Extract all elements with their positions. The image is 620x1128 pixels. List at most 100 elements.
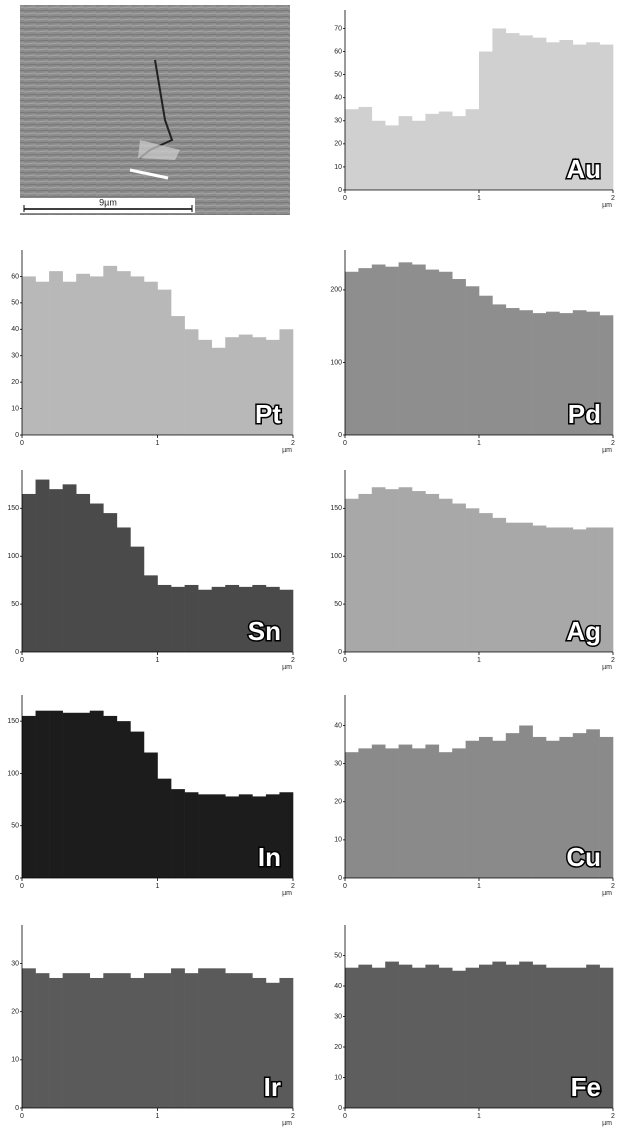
x-tick-label: 1 bbox=[477, 1113, 481, 1120]
y-tick-label: 150 bbox=[7, 505, 19, 512]
x-tick-label: 2 bbox=[291, 657, 295, 664]
bar bbox=[184, 973, 199, 1108]
bar bbox=[76, 273, 91, 435]
y-tick-label: 150 bbox=[330, 505, 342, 512]
x-tick-label: 2 bbox=[291, 1113, 295, 1120]
y-tick-label: 30 bbox=[334, 118, 342, 125]
bar bbox=[211, 347, 226, 435]
bar bbox=[279, 589, 294, 652]
bar bbox=[398, 744, 413, 878]
bar bbox=[358, 106, 373, 190]
y-tick-label: 200 bbox=[330, 287, 342, 294]
bar bbox=[599, 736, 614, 878]
y-tick-label: 30 bbox=[11, 960, 19, 967]
chart: 0 10 20 30 40 50 0 1 2µm Fe bbox=[334, 925, 615, 1127]
bar bbox=[559, 736, 574, 878]
bar bbox=[519, 310, 533, 435]
y-tick-label: 50 bbox=[11, 601, 19, 608]
bar bbox=[49, 271, 63, 435]
bar bbox=[599, 527, 614, 652]
bar bbox=[225, 584, 240, 652]
bar bbox=[519, 725, 533, 878]
bar bbox=[572, 44, 587, 190]
x-tick-label: 1 bbox=[477, 195, 481, 202]
bar bbox=[22, 276, 36, 435]
element-label: Cu bbox=[566, 842, 601, 872]
y-tick-label: 100 bbox=[7, 553, 19, 560]
sem-feature bbox=[138, 140, 180, 160]
y-tick-label: 50 bbox=[11, 823, 19, 830]
scale-bar-label: 9µm bbox=[99, 197, 117, 207]
bar bbox=[586, 42, 600, 190]
x-axis-label: µm bbox=[602, 1120, 612, 1127]
y-tick-label: 0 bbox=[338, 649, 342, 656]
y-tick-label: 20 bbox=[11, 379, 19, 386]
bar bbox=[371, 120, 386, 190]
bar bbox=[546, 42, 560, 190]
bar bbox=[385, 125, 399, 190]
bar bbox=[438, 111, 453, 190]
bar bbox=[225, 973, 240, 1108]
bar bbox=[479, 295, 493, 435]
y-tick-label: 0 bbox=[15, 432, 19, 439]
x-axis-label: µm bbox=[602, 890, 612, 897]
bar bbox=[35, 973, 50, 1108]
x-tick-label: 2 bbox=[291, 440, 295, 447]
y-tick-label: 0 bbox=[338, 1105, 342, 1112]
sem-photo bbox=[20, 5, 290, 215]
bar bbox=[103, 715, 118, 878]
bar bbox=[546, 311, 560, 435]
y-tick-label: 10 bbox=[334, 164, 342, 171]
element-label: Ir bbox=[264, 1072, 281, 1102]
bar bbox=[572, 529, 587, 652]
bar bbox=[76, 973, 91, 1108]
bar bbox=[452, 279, 466, 435]
bar bbox=[492, 28, 507, 191]
bar bbox=[157, 289, 172, 435]
bar bbox=[438, 271, 453, 435]
x-axis-label: µm bbox=[282, 447, 292, 454]
bar bbox=[371, 744, 386, 878]
bar bbox=[465, 286, 480, 435]
bar bbox=[385, 489, 399, 652]
x-tick-label: 0 bbox=[343, 657, 347, 664]
x-tick-label: 2 bbox=[611, 1113, 615, 1120]
bar bbox=[143, 973, 158, 1108]
y-tick-label: 10 bbox=[11, 405, 19, 412]
x-tick-label: 2 bbox=[611, 440, 615, 447]
bar bbox=[279, 792, 294, 878]
bar bbox=[279, 329, 294, 435]
x-axis-label: µm bbox=[282, 664, 292, 671]
chart: 0 10 20 30 0 1 2µm Ir bbox=[11, 925, 295, 1127]
y-tick-label: 60 bbox=[11, 273, 19, 280]
bar bbox=[35, 710, 50, 878]
bar bbox=[559, 527, 574, 652]
bar bbox=[479, 51, 493, 191]
bar bbox=[252, 584, 267, 652]
x-tick-label: 0 bbox=[343, 1113, 347, 1120]
bar bbox=[76, 712, 91, 878]
bar bbox=[184, 792, 199, 878]
x-tick-label: 1 bbox=[156, 440, 160, 447]
bar bbox=[492, 517, 507, 652]
bar bbox=[358, 964, 373, 1108]
bar bbox=[412, 120, 426, 190]
bar bbox=[198, 339, 212, 435]
y-tick-label: 50 bbox=[334, 71, 342, 78]
y-tick-label: 100 bbox=[330, 359, 342, 366]
bar bbox=[62, 281, 77, 435]
bar bbox=[238, 334, 253, 435]
y-tick-label: 20 bbox=[334, 799, 342, 806]
y-tick-label: 60 bbox=[334, 48, 342, 55]
bar bbox=[265, 982, 280, 1108]
bar bbox=[559, 967, 574, 1108]
bar bbox=[62, 484, 77, 652]
x-axis-label: µm bbox=[282, 1120, 292, 1127]
bar bbox=[198, 589, 212, 652]
bar bbox=[345, 271, 359, 435]
bar bbox=[465, 109, 480, 190]
bar bbox=[452, 116, 466, 190]
bar bbox=[265, 586, 280, 652]
bar bbox=[398, 964, 413, 1108]
y-tick-label: 10 bbox=[334, 1074, 342, 1081]
